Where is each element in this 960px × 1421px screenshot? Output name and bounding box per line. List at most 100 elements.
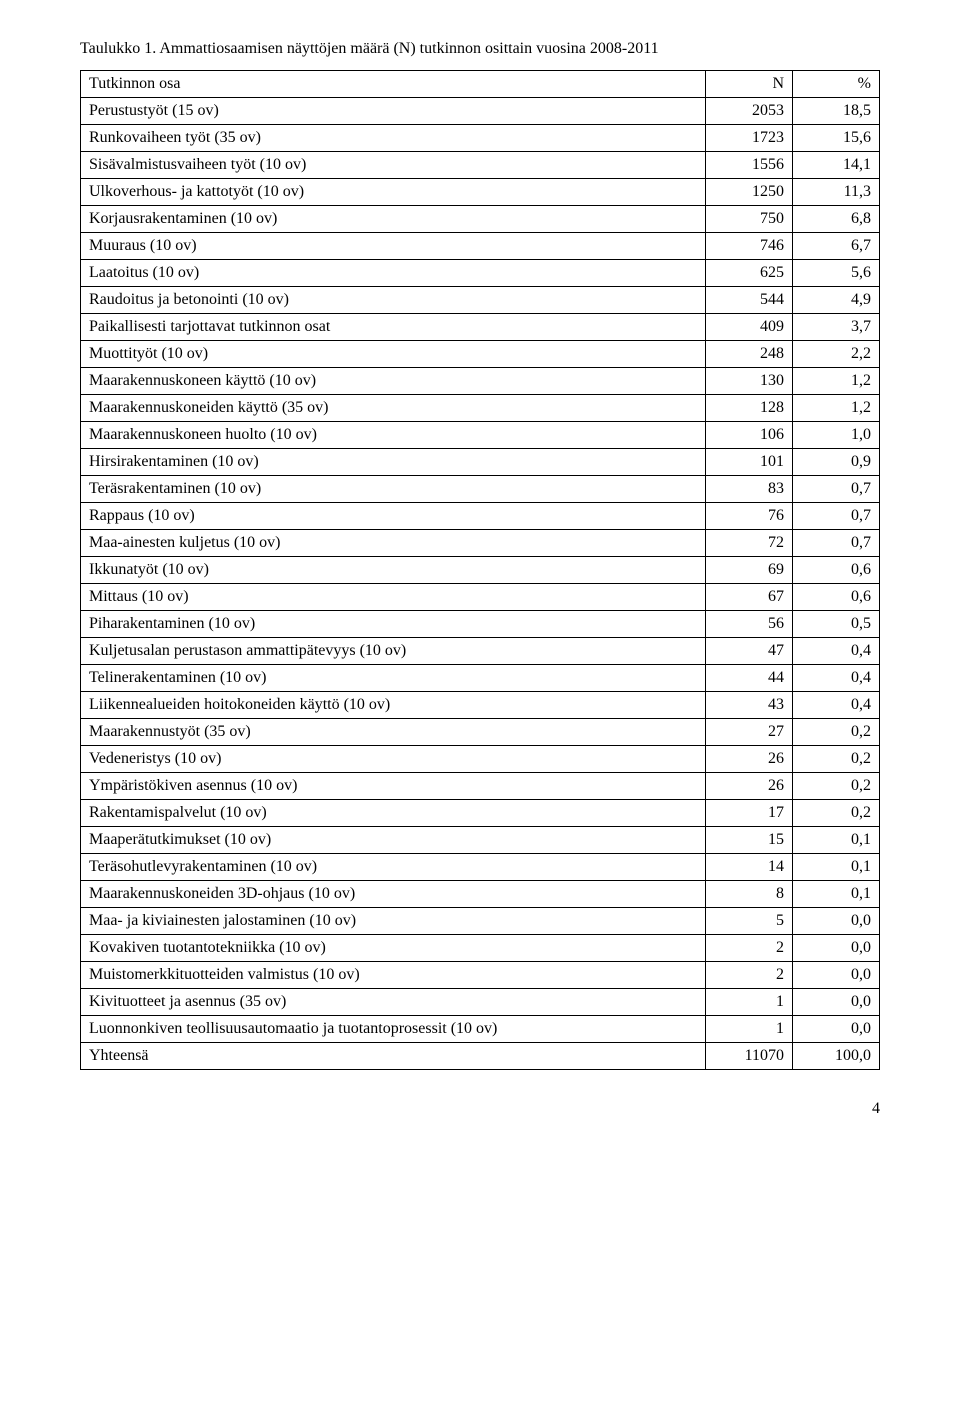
- table-row: Teräsrakentaminen (10 ov)830,7: [81, 476, 880, 503]
- cell-label: Muuraus (10 ov): [81, 233, 706, 260]
- cell-label: Yhteensä: [81, 1043, 706, 1070]
- table-row: Piharakentaminen (10 ov)560,5: [81, 611, 880, 638]
- table-row: Ympäristökiven asennus (10 ov)260,2: [81, 773, 880, 800]
- table-row: Maarakennuskoneen käyttö (10 ov)1301,2: [81, 368, 880, 395]
- cell-percent: 5,6: [793, 260, 880, 287]
- cell-percent: 0,4: [793, 665, 880, 692]
- table-row: Kivituotteet ja asennus (35 ov)10,0: [81, 989, 880, 1016]
- table-row: Maa- ja kiviainesten jalostaminen (10 ov…: [81, 908, 880, 935]
- cell-percent: 0,6: [793, 557, 880, 584]
- cell-label: Maarakennustyöt (35 ov): [81, 719, 706, 746]
- table-row: Maarakennustyöt (35 ov)270,2: [81, 719, 880, 746]
- cell-n: 2: [706, 935, 793, 962]
- cell-percent: 2,2: [793, 341, 880, 368]
- header-n: N: [706, 71, 793, 98]
- cell-label: Maa-ainesten kuljetus (10 ov): [81, 530, 706, 557]
- table-row: Perustustyöt (15 ov)205318,5: [81, 98, 880, 125]
- cell-n: 746: [706, 233, 793, 260]
- cell-n: 106: [706, 422, 793, 449]
- cell-n: 544: [706, 287, 793, 314]
- cell-n: 67: [706, 584, 793, 611]
- cell-n: 248: [706, 341, 793, 368]
- cell-label: Paikallisesti tarjottavat tutkinnon osat: [81, 314, 706, 341]
- cell-n: 26: [706, 746, 793, 773]
- cell-percent: 0,7: [793, 476, 880, 503]
- cell-n: 1250: [706, 179, 793, 206]
- cell-percent: 100,0: [793, 1043, 880, 1070]
- cell-n: 43: [706, 692, 793, 719]
- table-caption: Taulukko 1. Ammattiosaamisen näyttöjen m…: [80, 40, 880, 58]
- cell-percent: 0,2: [793, 719, 880, 746]
- cell-label: Ikkunatyöt (10 ov): [81, 557, 706, 584]
- cell-percent: 4,9: [793, 287, 880, 314]
- table-row: Maarakennuskoneiden 3D-ohjaus (10 ov)80,…: [81, 881, 880, 908]
- cell-n: 27: [706, 719, 793, 746]
- cell-percent: 1,2: [793, 368, 880, 395]
- cell-n: 44: [706, 665, 793, 692]
- cell-percent: 18,5: [793, 98, 880, 125]
- cell-percent: 0,2: [793, 773, 880, 800]
- table-row: Maaperätutkimukset (10 ov)150,1: [81, 827, 880, 854]
- cell-percent: 11,3: [793, 179, 880, 206]
- table-row: Rappaus (10 ov)760,7: [81, 503, 880, 530]
- cell-n: 101: [706, 449, 793, 476]
- header-percent: %: [793, 71, 880, 98]
- table-row: Liikennealueiden hoitokoneiden käyttö (1…: [81, 692, 880, 719]
- cell-label: Raudoitus ja betonointi (10 ov): [81, 287, 706, 314]
- table-row: Vedeneristys (10 ov)260,2: [81, 746, 880, 773]
- table-row: Runkovaiheen työt (35 ov)172315,6: [81, 125, 880, 152]
- cell-label: Muistomerkkituotteiden valmistus (10 ov): [81, 962, 706, 989]
- cell-n: 83: [706, 476, 793, 503]
- cell-label: Sisävalmistusvaiheen työt (10 ov): [81, 152, 706, 179]
- cell-n: 1: [706, 989, 793, 1016]
- cell-label: Maarakennuskoneiden 3D-ohjaus (10 ov): [81, 881, 706, 908]
- table-row: Muottityöt (10 ov)2482,2: [81, 341, 880, 368]
- table-row: Telinerakentaminen (10 ov)440,4: [81, 665, 880, 692]
- cell-percent: 0,4: [793, 692, 880, 719]
- cell-label: Rappaus (10 ov): [81, 503, 706, 530]
- table-row: Sisävalmistusvaiheen työt (10 ov)155614,…: [81, 152, 880, 179]
- cell-percent: 0,0: [793, 935, 880, 962]
- cell-percent: 0,2: [793, 800, 880, 827]
- table-row: Teräsohutlevyrakentaminen (10 ov)140,1: [81, 854, 880, 881]
- cell-n: 56: [706, 611, 793, 638]
- cell-n: 1: [706, 1016, 793, 1043]
- table-row: Ulkoverhous- ja kattotyöt (10 ov)125011,…: [81, 179, 880, 206]
- cell-label: Rakentamispalvelut (10 ov): [81, 800, 706, 827]
- cell-n: 2: [706, 962, 793, 989]
- cell-n: 130: [706, 368, 793, 395]
- table-row: Kuljetusalan perustason ammattipätevyys …: [81, 638, 880, 665]
- cell-n: 1723: [706, 125, 793, 152]
- cell-n: 750: [706, 206, 793, 233]
- cell-label: Kivituotteet ja asennus (35 ov): [81, 989, 706, 1016]
- cell-n: 26: [706, 773, 793, 800]
- cell-n: 625: [706, 260, 793, 287]
- cell-percent: 0,0: [793, 908, 880, 935]
- cell-percent: 6,7: [793, 233, 880, 260]
- cell-n: 1556: [706, 152, 793, 179]
- cell-percent: 1,2: [793, 395, 880, 422]
- cell-label: Ulkoverhous- ja kattotyöt (10 ov): [81, 179, 706, 206]
- cell-label: Perustustyöt (15 ov): [81, 98, 706, 125]
- page-number: 4: [80, 1100, 880, 1118]
- cell-label: Maarakennuskoneiden käyttö (35 ov): [81, 395, 706, 422]
- table-header-row: Tutkinnon osa N %: [81, 71, 880, 98]
- cell-label: Teräsohutlevyrakentaminen (10 ov): [81, 854, 706, 881]
- cell-percent: 14,1: [793, 152, 880, 179]
- cell-label: Kovakiven tuotantotekniikka (10 ov): [81, 935, 706, 962]
- cell-n: 5: [706, 908, 793, 935]
- table-row: Maarakennuskoneiden käyttö (35 ov)1281,2: [81, 395, 880, 422]
- cell-percent: 0,1: [793, 881, 880, 908]
- table-row: Luonnonkiven teollisuusautomaatio ja tuo…: [81, 1016, 880, 1043]
- cell-label: Maarakennuskoneen huolto (10 ov): [81, 422, 706, 449]
- cell-percent: 0,1: [793, 827, 880, 854]
- table-row: Muistomerkkituotteiden valmistus (10 ov)…: [81, 962, 880, 989]
- cell-label: Maarakennuskoneen käyttö (10 ov): [81, 368, 706, 395]
- cell-label: Muottityöt (10 ov): [81, 341, 706, 368]
- cell-n: 8: [706, 881, 793, 908]
- table-row: Yhteensä11070100,0: [81, 1043, 880, 1070]
- cell-n: 47: [706, 638, 793, 665]
- cell-percent: 0,5: [793, 611, 880, 638]
- table-row: Mittaus (10 ov)670,6: [81, 584, 880, 611]
- cell-label: Maaperätutkimukset (10 ov): [81, 827, 706, 854]
